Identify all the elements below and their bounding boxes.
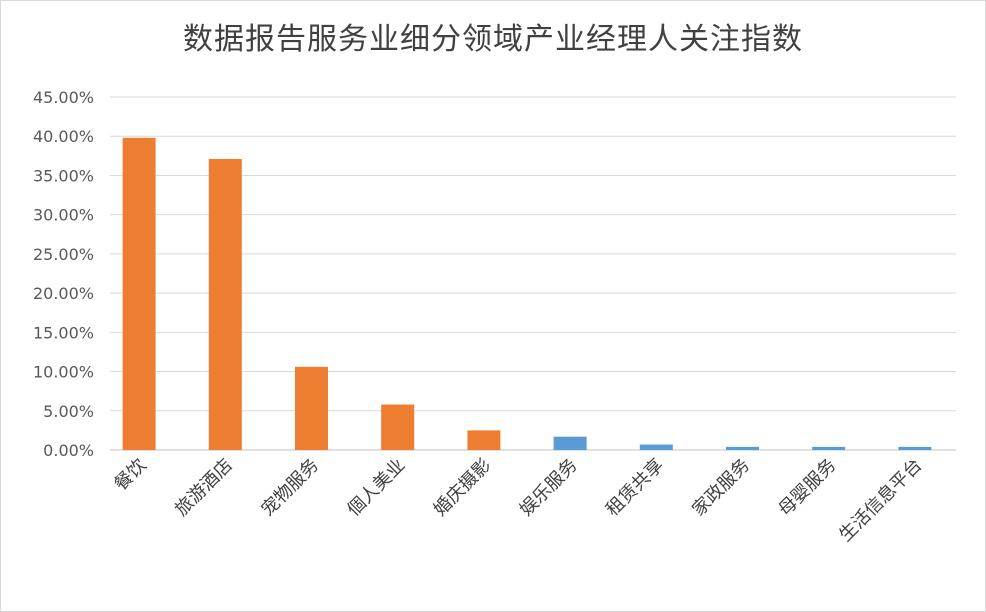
y-tick-label: 45.00% bbox=[33, 88, 94, 107]
bar bbox=[898, 446, 932, 450]
y-tick-label: 30.00% bbox=[33, 206, 94, 225]
bar bbox=[639, 444, 673, 450]
bar bbox=[381, 404, 415, 450]
y-tick-label: 15.00% bbox=[33, 323, 94, 342]
y-tick-label: 10.00% bbox=[33, 363, 94, 382]
category-label: 租赁共享 bbox=[602, 455, 668, 521]
bar bbox=[122, 137, 156, 450]
bar bbox=[208, 158, 242, 450]
category-label: 生活信息平台 bbox=[835, 455, 926, 546]
category-label: 婚庆摄影 bbox=[430, 455, 496, 521]
category-label: 餐饮 bbox=[110, 455, 150, 495]
category-label: 宠物服务 bbox=[257, 455, 323, 521]
category-label: 母婴服务 bbox=[774, 455, 840, 521]
bar bbox=[812, 446, 846, 450]
bar bbox=[467, 430, 501, 450]
y-tick-labels: 0.00% 5.00% 10.00% 15.00% 20.00% 25.00% 30.00%… bbox=[33, 88, 94, 460]
category-label: 個人美业 bbox=[343, 455, 409, 521]
bar bbox=[726, 446, 759, 450]
y-tick-label: 0.00% bbox=[43, 441, 94, 460]
gridlines bbox=[110, 96, 956, 451]
y-tick-label: 5.00% bbox=[43, 402, 94, 421]
y-tick-label: 40.00% bbox=[33, 127, 94, 146]
bar bbox=[295, 366, 328, 450]
y-tick-label: 20.00% bbox=[33, 284, 94, 303]
category-label: 娱乐服务 bbox=[516, 455, 582, 521]
bar bbox=[553, 436, 587, 450]
category-label: 家政服务 bbox=[688, 455, 754, 521]
category-label: 旅游酒店 bbox=[171, 455, 237, 521]
y-tick-label: 25.00% bbox=[33, 245, 94, 264]
y-tick-label: 35.00% bbox=[33, 166, 94, 185]
bars bbox=[122, 137, 932, 450]
chart-title: 数据报告服务业细分领域产业经理人关注指数 bbox=[183, 22, 803, 57]
